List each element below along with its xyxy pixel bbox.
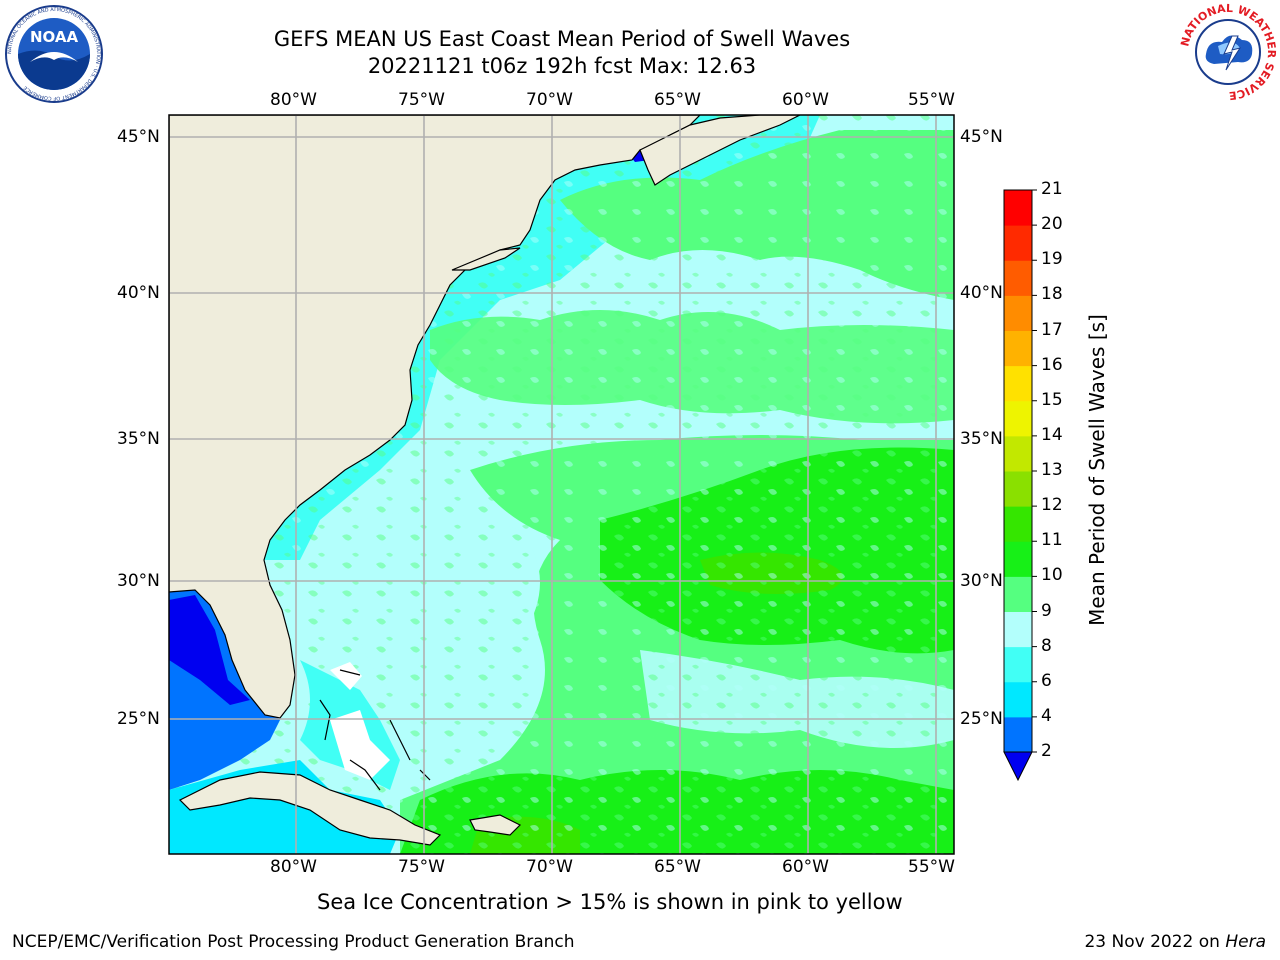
nws-logo: NATIONAL WEATHER SERVICE (1178, 2, 1278, 102)
colorbar-segment (1004, 435, 1032, 472)
lon-label-top-75w: 75°W (398, 90, 445, 110)
lon-label-bottom-55w: 55°W (908, 857, 955, 877)
colorbar-tick-label: 17 (1041, 319, 1063, 340)
lon-label-top-55w: 55°W (908, 90, 955, 110)
lat-label-right-40n: 40°N (960, 283, 1003, 303)
colorbar-tick-label: 2 (1041, 741, 1052, 761)
lon-label-bottom-60w: 60°W (782, 857, 829, 877)
lat-label-right-30n: 30°N (960, 571, 1003, 591)
machine-name: Hera (1225, 932, 1266, 952)
lon-label-top-80w: 80°W (270, 90, 317, 110)
lon-label-top-65w: 65°W (654, 90, 701, 110)
lon-label-bottom-65w: 65°W (654, 857, 701, 877)
colorbar (1003, 189, 1037, 782)
colorbar-tick-label: 19 (1041, 249, 1063, 270)
colorbar-tick-label: 16 (1041, 354, 1063, 375)
colorbar-segment (1004, 506, 1032, 542)
colorbar-segment (1004, 681, 1032, 718)
noaa-logo-text: NOAA (30, 28, 79, 46)
credit-line: NCEP/EMC/Verification Post Processing Pr… (12, 932, 575, 952)
colorbar-tick-label: 15 (1041, 389, 1063, 410)
land-hispaniola (469, 814, 522, 836)
colorbar-segment (1004, 716, 1032, 753)
map-frame (168, 114, 955, 855)
lon-label-bottom-80w: 80°W (270, 857, 317, 877)
colorbar-tick-label: 12 (1041, 495, 1063, 516)
land-north-america (169, 115, 701, 719)
gulf-very-low-period-zone (169, 595, 250, 705)
colorbar-segment (1004, 541, 1032, 577)
lon-label-bottom-70w: 70°W (526, 857, 573, 877)
colorbar-segment (1004, 190, 1032, 226)
colorbar-tick-label: 11 (1041, 530, 1063, 551)
lon-label-top-60w: 60°W (782, 90, 829, 110)
colorbar-segment (1004, 471, 1032, 507)
colorbar-tick-label: 21 (1041, 179, 1063, 199)
bahamas-shallow-mask (330, 710, 390, 780)
colorbar-segment (1004, 400, 1032, 437)
chart-title: GEFS MEAN US East Coast Mean Period of S… (273, 27, 851, 51)
lon-label-top-70w: 70°W (526, 90, 573, 110)
colorbar-segment (1004, 260, 1032, 296)
map-gridlines (169, 115, 954, 854)
noaa-logo: NOAA NATIONAL OCEANIC AND ATMOSPHERIC AD… (5, 5, 103, 103)
colorbar-extend-arrow (1003, 751, 1033, 782)
lat-label-left-35n: 35°N (117, 429, 160, 449)
bahamas-north-mask (330, 662, 362, 690)
land-cuba (178, 771, 442, 846)
colorbar-tick-label: 10 (1041, 565, 1063, 586)
colorbar-segment (1004, 330, 1032, 367)
lat-label-left-40n: 40°N (117, 283, 160, 303)
colorbar-tick-label: 8 (1041, 635, 1052, 656)
colorbar-tick-label: 4 (1041, 705, 1052, 726)
colorbar-tick-label: 14 (1041, 424, 1063, 445)
lat-label-right-25n: 25°N (960, 709, 1003, 729)
colorbar-tick-label: 18 (1041, 284, 1063, 305)
land-long-island (451, 247, 521, 271)
colorbar-segment (1004, 365, 1032, 402)
colorbar-segment (1004, 295, 1032, 331)
lat-label-left-45n: 45°N (117, 127, 160, 147)
colorbar-segment (1004, 576, 1032, 612)
chart-subtitle: 20221121 t06z 192h fcst Max: 12.63 (367, 54, 757, 78)
lat-label-left-25n: 25°N (117, 709, 160, 729)
date-stamp: 23 Nov 2022 on Hera (1084, 932, 1266, 952)
colorbar-segment (1004, 646, 1032, 683)
lon-label-bottom-75w: 75°W (398, 857, 445, 877)
colorbar-tick-label: 6 (1041, 670, 1052, 691)
colorbar-segment (1004, 225, 1032, 261)
colorbar-tick-label: 20 (1041, 214, 1063, 235)
date-text: 23 Nov 2022 on (1084, 932, 1220, 952)
colorbar-segment (1004, 611, 1032, 648)
lat-label-right-45n: 45°N (960, 127, 1003, 147)
lat-label-left-30n: 30°N (117, 571, 160, 591)
colorbar-tick-label: 9 (1041, 600, 1052, 621)
lat-label-right-35n: 35°N (960, 429, 1003, 449)
sea-ice-note: Sea Ice Concentration > 15% is shown in … (317, 890, 903, 914)
colorbar-title: Mean Period of Swell Waves [s] (1085, 314, 1109, 626)
colorbar-tick-label: 13 (1041, 460, 1063, 480)
